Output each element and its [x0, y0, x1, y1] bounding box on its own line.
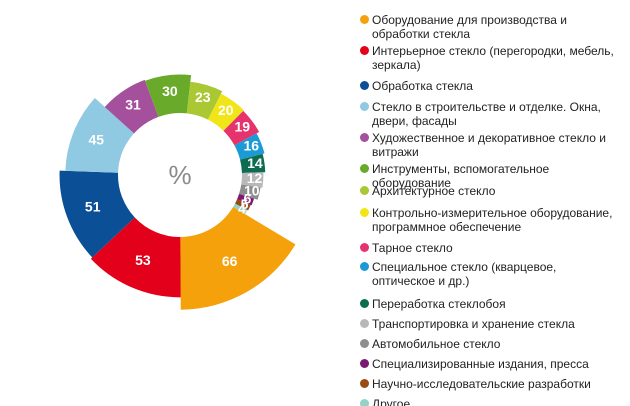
value-label: 53 — [135, 252, 151, 268]
segment — [65, 98, 135, 173]
value-label: 16 — [244, 138, 260, 154]
legend-swatch — [360, 379, 369, 388]
legend-swatch — [360, 299, 369, 308]
legend-label: Тарное стекло — [360, 241, 622, 255]
legend-label: Переработка стеклобоя — [360, 297, 622, 311]
legend-swatch — [360, 243, 369, 252]
value-label: 14 — [247, 155, 263, 171]
legend-swatch — [360, 339, 369, 348]
legend-swatch — [360, 133, 369, 142]
legend-label: Специальное стекло (кварцевое, оптическо… — [360, 260, 622, 288]
legend-label: Специализированные издания, пресса — [360, 357, 622, 371]
legend-swatch — [360, 102, 369, 111]
segment — [59, 170, 135, 258]
segment — [180, 206, 296, 310]
segment — [234, 133, 265, 160]
segment — [233, 203, 248, 215]
legend-swatch — [360, 262, 369, 271]
legend-label: Художественное и декоративное стекло и в… — [360, 131, 622, 159]
legend-swatch — [360, 164, 369, 173]
segment — [186, 81, 223, 120]
value-label: 12 — [247, 170, 263, 186]
legend-swatch — [360, 319, 369, 328]
segment — [239, 184, 261, 200]
legend-label: Транспортировка и хранение стекла — [360, 317, 622, 331]
value-label: 45 — [88, 132, 104, 148]
legend-label: Стекло в строительстве и отделке. Окна, … — [360, 100, 622, 128]
legend-label: Обработка стекла — [360, 79, 622, 93]
legend-swatch — [360, 186, 369, 195]
segment — [223, 110, 260, 146]
legend-swatch — [360, 208, 369, 217]
value-label: 30 — [162, 83, 178, 99]
segment — [237, 193, 255, 206]
legend-swatch — [360, 46, 369, 55]
legend-swatch — [360, 15, 369, 24]
value-label: 66 — [222, 253, 238, 269]
value-label: 51 — [85, 198, 101, 214]
segment — [104, 79, 159, 134]
legend-label: Оборудование для производства и обработк… — [360, 13, 622, 41]
value-label: 10 — [244, 183, 260, 199]
segment — [90, 217, 181, 298]
value-label: 23 — [195, 89, 211, 105]
legend-label: Другое — [360, 397, 622, 406]
value-label: 19 — [235, 119, 251, 135]
value-label: 20 — [218, 102, 234, 118]
segment — [145, 74, 192, 117]
segment — [235, 199, 251, 211]
value-label: 5 — [241, 196, 249, 212]
segment — [241, 172, 264, 188]
value-label: 31 — [125, 96, 141, 112]
value-label: 4 — [238, 200, 246, 216]
legend-label: Архитектурное стекло — [360, 184, 622, 198]
legend-label: Инструменты, вспомогательное оборудовани… — [360, 162, 622, 190]
legend-label: Автомобильное стекло — [360, 337, 622, 351]
legend-label: Интерьерное стекло (перегородки, мебель,… — [360, 44, 622, 72]
segment — [207, 93, 244, 131]
legend-label: Научно-исследовательские разработки — [360, 377, 622, 391]
segment — [240, 153, 266, 173]
center-label: % — [168, 160, 191, 190]
legend-swatch — [360, 399, 369, 406]
legend-swatch — [360, 81, 369, 90]
value-label: 6 — [243, 191, 251, 207]
legend-label: Контрольно-измерительное оборудование, п… — [360, 206, 622, 234]
legend-swatch — [360, 359, 369, 368]
